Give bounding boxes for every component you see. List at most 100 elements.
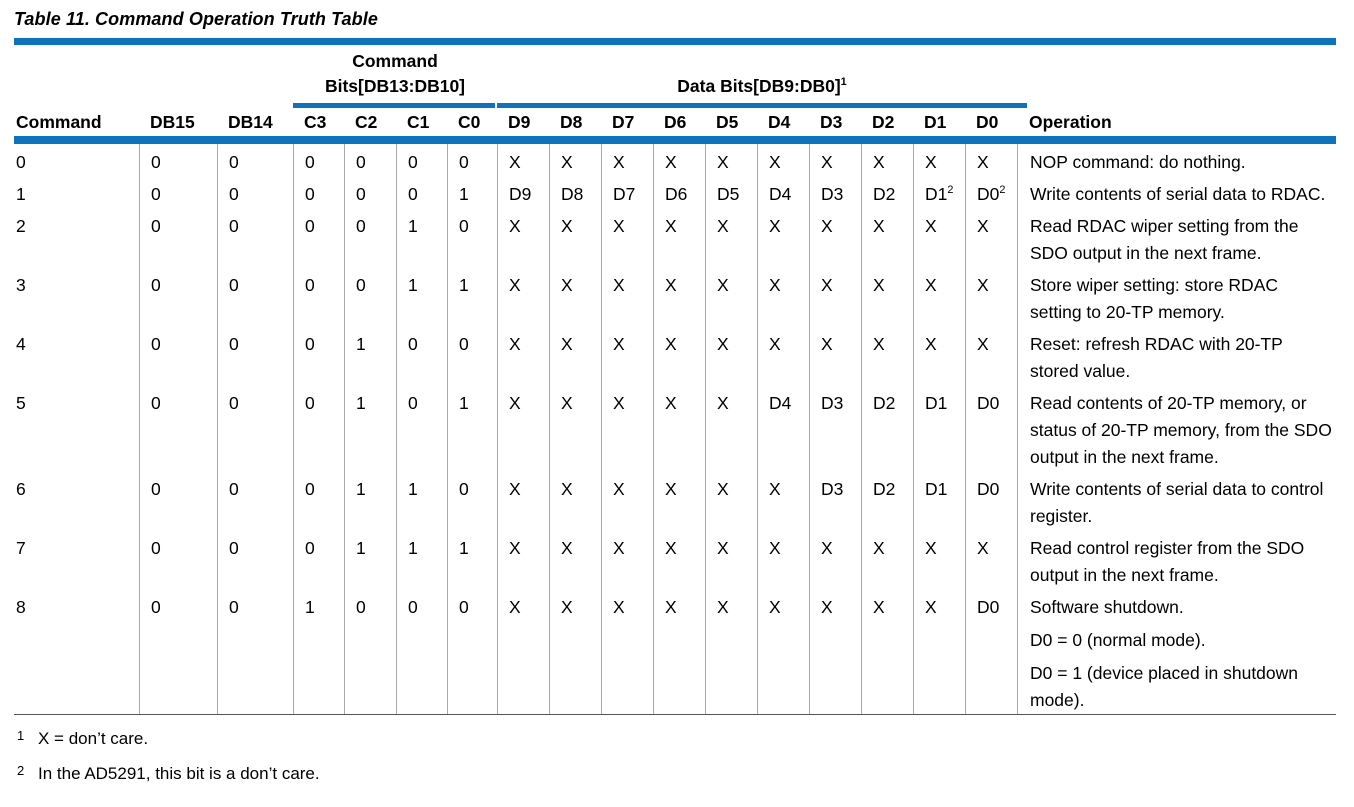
bit-cell: X — [757, 267, 809, 326]
operation-paragraph: Read contents of 20-TP memory, or status … — [1030, 390, 1336, 471]
operation-line: NOP command: do nothing. — [1030, 152, 1246, 172]
bit-cell: X — [653, 471, 705, 530]
bit-cell: X — [913, 589, 965, 714]
command-cell: 5 — [16, 393, 26, 413]
operation-line: output in the next frame. — [1030, 447, 1219, 467]
bit-cell: 0 — [447, 471, 497, 530]
bit-cell: X — [549, 144, 601, 176]
footnote-2-marker: 2 — [17, 763, 25, 778]
bit-cell: X — [601, 208, 653, 267]
footnote-2-text: In the AD5291, this bit is a don’t care. — [38, 764, 320, 783]
bit-cell: X — [549, 385, 601, 471]
bit-cell: X — [497, 530, 549, 589]
bit-cell: D0 — [965, 471, 1017, 530]
command-cell: 2 — [16, 216, 26, 236]
bit-cell: X — [913, 530, 965, 589]
bit-cell: X — [705, 471, 757, 530]
command-cell: 0 — [16, 152, 26, 172]
table-bottom-rule — [14, 714, 1336, 715]
bit-cell: X — [497, 385, 549, 471]
operation-line: SDO output in the next frame. — [1030, 243, 1262, 263]
bit-cell: 0 — [139, 471, 217, 530]
bit-cell: 0 — [344, 267, 396, 326]
bit-cell: X — [913, 208, 965, 267]
command-cell: 1 — [16, 184, 26, 204]
bit-cell: 0 — [396, 144, 447, 176]
command-cell: 6 — [16, 479, 26, 499]
bit-cell: X — [653, 326, 705, 385]
bit-cell: 0 — [139, 267, 217, 326]
bit-cell: X — [601, 471, 653, 530]
bit-cell: X — [653, 144, 705, 176]
operation-cell: Read contents of 20-TP memory, or status … — [1017, 385, 1336, 471]
operation-line: Software shutdown. — [1030, 597, 1184, 617]
bit-cell: D3 — [809, 176, 861, 208]
bit-cell: X — [965, 267, 1017, 326]
bit-cell: 1 — [447, 385, 497, 471]
bit-cell: D0 — [965, 589, 1017, 714]
operation-cell: Reset: refresh RDAC with 20-TP stored val… — [1017, 326, 1336, 385]
bit-cell: 0 — [293, 385, 344, 471]
column-header-c3: C3 — [304, 112, 327, 132]
operation-paragraph: Write contents of serial data to RDAC. — [1030, 181, 1336, 208]
bit-cell: X — [653, 589, 705, 714]
bit-cell: D3 — [809, 471, 861, 530]
column-header-row: Command DB15 DB14 C3 C2 C1 C0 D9 D8 D7 D6 D5 D4 D3 D2 D… — [14, 108, 1336, 135]
bit-cell: D2 — [861, 385, 913, 471]
operation-line: setting to 20-TP memory. — [1030, 302, 1225, 322]
bit-cell: X — [705, 144, 757, 176]
bit-cell: X — [601, 144, 653, 176]
column-header-d6: D6 — [664, 112, 687, 132]
bit-cell: X — [757, 530, 809, 589]
group-header-row: Command Bits[DB13:DB10] Data Bits[DB9:DB… — [14, 45, 1336, 103]
footnote-1: 1 X = don’t care. — [14, 728, 1336, 750]
column-header-db15: DB15 — [150, 112, 195, 132]
bit-cell: D4 — [757, 385, 809, 471]
column-header-operation: Operation — [1029, 112, 1112, 132]
bit-cell: 0 — [139, 144, 217, 176]
bit-cell: 0 — [293, 267, 344, 326]
bit-cell: X — [601, 385, 653, 471]
table-caption: Table 11. Command Operation Truth Table — [14, 9, 378, 29]
bit-cell: 0 — [447, 144, 497, 176]
bit-cell: 1 — [447, 176, 497, 208]
data-bits-underline — [497, 103, 1027, 108]
bit-cell: 0 — [139, 589, 217, 714]
bit-cell: X — [549, 471, 601, 530]
bit-cell: D0 — [965, 385, 1017, 471]
bit-cell: X — [705, 530, 757, 589]
footnote-2: 2 In the AD5291, this bit is a don’t car… — [14, 763, 1336, 785]
operation-line: mode). — [1030, 690, 1085, 710]
bit-cell: 1 — [344, 385, 396, 471]
bit-cell: X — [601, 326, 653, 385]
bit-cell: X — [861, 530, 913, 589]
bit-cell: 1 — [396, 530, 447, 589]
bit-cell: 0 — [344, 589, 396, 714]
bit-cell: X — [549, 326, 601, 385]
bit-cell: 0 — [139, 530, 217, 589]
bit-cell: X — [549, 530, 601, 589]
bit-cell: D5 — [705, 176, 757, 208]
bit-cell: X — [653, 385, 705, 471]
bit-cell: X — [549, 267, 601, 326]
command-cell: 8 — [16, 597, 26, 617]
bit-cell: D6 — [653, 176, 705, 208]
operation-cell: Software shutdown. D0 = 0 (normal mode). D… — [1017, 589, 1336, 714]
column-header-db14: DB14 — [228, 112, 273, 132]
operation-paragraph: Store wiper setting: store RDAC setting t… — [1030, 272, 1336, 326]
command-cell: 4 — [16, 334, 26, 354]
bit-cell: X — [757, 208, 809, 267]
bit-cell: 0 — [217, 530, 293, 589]
footnote-1-marker: 1 — [17, 728, 25, 743]
operation-paragraph: Read control register from the SDO output… — [1030, 535, 1336, 589]
column-header-d0: D0 — [976, 112, 999, 132]
column-header-command: Command — [16, 112, 102, 132]
bit-cell: X — [757, 589, 809, 714]
bit-cell: X — [861, 208, 913, 267]
bit-cell: X — [497, 471, 549, 530]
operation-cell: NOP command: do nothing. — [1017, 144, 1336, 176]
bit-cell: X — [653, 208, 705, 267]
bit-cell: 1 — [447, 267, 497, 326]
bit-cell: 0 — [396, 326, 447, 385]
